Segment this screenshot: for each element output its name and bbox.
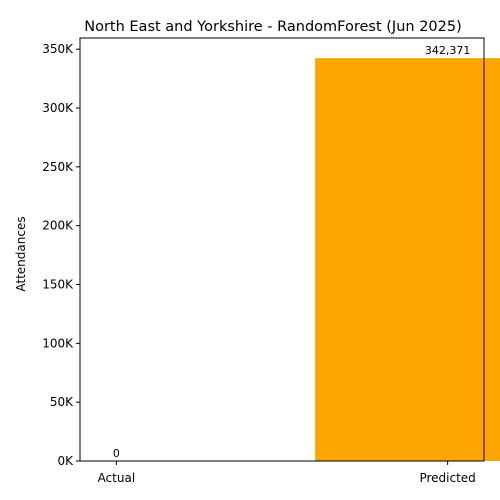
bars	[315, 58, 500, 461]
data-label-actual: 0	[113, 447, 120, 460]
y-tick-label: 200K	[42, 219, 74, 233]
x-tick-label: Actual	[98, 471, 136, 485]
data-label-predicted: 342,371	[425, 44, 471, 57]
y-tick-label: 0K	[57, 454, 74, 468]
bar-predicted	[315, 58, 500, 461]
y-tick-label: 50K	[50, 395, 74, 409]
y-tick-label: 250K	[42, 160, 74, 174]
chart-title: North East and Yorkshire - RandomForest …	[84, 19, 462, 35]
y-tick-label: 300K	[42, 101, 74, 115]
y-tick-label: 100K	[42, 336, 74, 350]
y-tick-label: 150K	[42, 277, 74, 291]
x-tick-label: Predicted	[419, 471, 475, 485]
x-axis-ticks: Actual Predicted	[98, 461, 476, 485]
plot-frame	[79, 37, 485, 462]
data-labels: 0 342,371	[113, 44, 471, 460]
y-axis-ticks: 0K 50K 100K 150K 200K 250K 300K 350K	[42, 42, 80, 468]
y-tick-label: 350K	[42, 42, 74, 56]
y-axis-label: Attendances	[14, 216, 28, 291]
